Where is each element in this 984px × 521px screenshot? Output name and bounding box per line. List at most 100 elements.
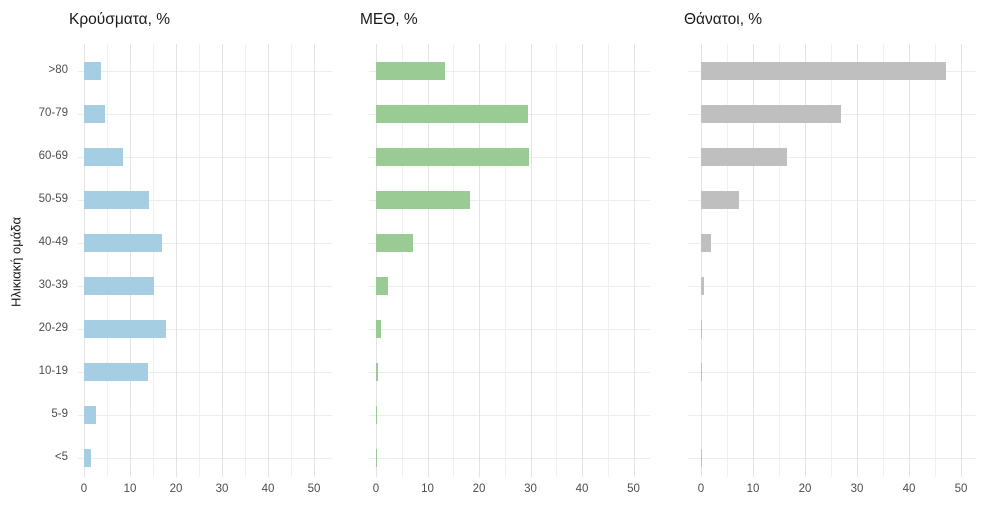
- category-label: 10-19: [38, 365, 68, 377]
- vertical-gridline: [176, 44, 177, 477]
- horizontal-gridline: [369, 458, 650, 459]
- vertical-gridline: [427, 44, 429, 477]
- bar-5-9: [84, 406, 96, 424]
- vertical-gridline: [245, 44, 246, 477]
- bar-30-39: [376, 277, 388, 295]
- vertical-gridline: [883, 44, 884, 477]
- bar-60-69: [376, 148, 530, 166]
- bar-10-19: [701, 363, 703, 381]
- vertical-gridline: [935, 44, 936, 477]
- bar-50-59: [84, 191, 149, 209]
- x-tick-label: 50: [954, 483, 968, 495]
- category-label: 5-9: [51, 408, 68, 420]
- horizontal-gridline: [78, 243, 332, 244]
- x-tick-label: 40: [902, 483, 916, 495]
- vertical-gridline: [633, 44, 635, 477]
- plot-area-icu: 0 10 20 30 40 50: [369, 44, 650, 495]
- category-label: 20-29: [38, 322, 68, 334]
- vertical-gridline: [530, 44, 532, 477]
- horizontal-gridline: [78, 458, 332, 459]
- bar-30-39: [84, 277, 154, 295]
- horizontal-gridline: [688, 286, 976, 287]
- vertical-gridline: [961, 44, 962, 477]
- horizontal-gridline: [688, 157, 976, 158]
- horizontal-gridline: [688, 329, 976, 330]
- bar-5-9: [376, 406, 377, 424]
- vertical-gridline: [727, 44, 728, 477]
- horizontal-gridline: [369, 200, 650, 201]
- x-tick-label: 50: [627, 483, 640, 495]
- vertical-gridline: [701, 44, 702, 477]
- x-tick-label: 10: [123, 483, 137, 495]
- bar-70-79: [701, 105, 841, 123]
- horizontal-gridline: [688, 415, 976, 416]
- bar-40-49: [701, 234, 711, 252]
- bar-<5: [701, 449, 702, 467]
- bar-30-39: [701, 277, 705, 295]
- vertical-gridline: [556, 44, 558, 477]
- bar-40-49: [376, 234, 413, 252]
- x-tick-label: 0: [372, 483, 380, 495]
- vertical-gridline: [857, 44, 858, 477]
- horizontal-gridline: [688, 243, 976, 244]
- bar-<5: [84, 449, 91, 467]
- vertical-gridline: [107, 44, 108, 477]
- vertical-gridline: [831, 44, 832, 477]
- vertical-gridline: [268, 44, 269, 477]
- category-label: 70-79: [38, 107, 68, 119]
- y-axis-category-labels: >80 70-79 60-69 50-59 40-49 30-39 20-29 10-19 5-…: [0, 0, 70, 521]
- x-tick-label: 40: [261, 483, 275, 495]
- horizontal-gridline: [369, 415, 650, 416]
- x-tick-label: 20: [798, 483, 812, 495]
- horizontal-gridline: [369, 329, 650, 330]
- vertical-gridline: [84, 44, 85, 477]
- horizontal-gridline: [369, 71, 650, 72]
- vertical-gridline: [314, 44, 315, 477]
- bar-20-29: [376, 320, 382, 338]
- vertical-gridline: [582, 44, 583, 477]
- bar-10-19: [376, 363, 378, 381]
- horizontal-gridline: [369, 243, 650, 244]
- bar-40-49: [84, 234, 163, 252]
- panel-title-cases: Κρούσματα, %: [69, 11, 170, 28]
- bar-50-59: [701, 191, 739, 209]
- bar->80: [701, 62, 947, 80]
- vertical-gridline: [130, 44, 131, 477]
- panel-title-deaths: Θάνατοι, %: [684, 11, 763, 28]
- vertical-gridline: [376, 44, 377, 477]
- horizontal-gridline: [78, 200, 332, 201]
- bar->80: [376, 62, 445, 80]
- bar-70-79: [376, 105, 528, 123]
- bar-<5: [376, 449, 378, 467]
- x-tick-label: 30: [524, 483, 537, 495]
- category-label: 50-59: [38, 193, 68, 205]
- horizontal-gridline: [688, 200, 976, 201]
- x-tick-label: 50: [307, 483, 321, 495]
- vertical-gridline: [504, 44, 506, 477]
- x-tick-label: 30: [215, 483, 229, 495]
- plot-area-cases: 0 10 20 30 40 50: [78, 44, 332, 495]
- horizontal-gridline: [688, 458, 976, 459]
- horizontal-gridline: [688, 372, 976, 373]
- horizontal-gridline: [78, 372, 332, 373]
- bar-60-69: [84, 148, 124, 166]
- x-tick-label: 0: [80, 483, 88, 495]
- vertical-gridline: [607, 44, 609, 477]
- vertical-gridline: [779, 44, 780, 477]
- vertical-gridline: [401, 44, 403, 477]
- vertical-gridline: [753, 44, 754, 477]
- bar-70-79: [84, 105, 106, 123]
- category-label: 60-69: [38, 150, 68, 162]
- x-tick-label: 40: [575, 483, 589, 495]
- vertical-gridline: [805, 44, 806, 477]
- category-label: <5: [54, 451, 68, 463]
- horizontal-gridline: [369, 372, 650, 373]
- bar-50-59: [376, 191, 471, 209]
- x-tick-label: 10: [421, 483, 434, 495]
- x-tick-label: 20: [169, 483, 183, 495]
- bar-10-19: [84, 363, 148, 381]
- vertical-gridline: [222, 44, 223, 477]
- x-tick-label: 20: [472, 483, 486, 495]
- horizontal-gridline: [78, 157, 332, 158]
- panel-title-icu: ΜΕΘ, %: [360, 11, 418, 28]
